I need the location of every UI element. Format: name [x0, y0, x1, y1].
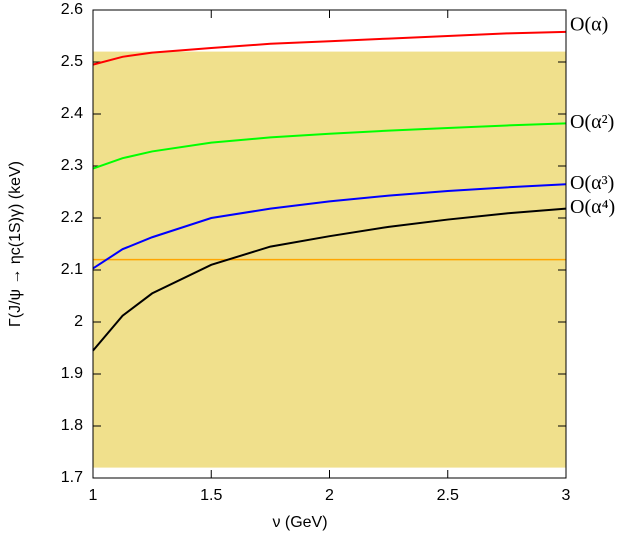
series-line: [92, 122, 567, 170]
series-label: O(α): [570, 13, 608, 35]
x-tick-label: 2: [325, 487, 334, 504]
y-axis-label: Γ(J/ψ → ηc(1S)γ) (keV): [7, 161, 24, 327]
x-tick-label: 1: [89, 487, 98, 504]
series-line: [92, 207, 567, 352]
y-tick-label: 2.2: [61, 209, 83, 226]
y-tick-label: 2.4: [61, 105, 83, 122]
series-label: O(α³): [570, 172, 614, 194]
y-tick-label: 2.6: [61, 1, 83, 18]
series-label: O(α⁴): [570, 196, 615, 218]
y-tick-label: 2: [74, 313, 83, 330]
x-tick-label: 1.5: [200, 487, 222, 504]
x-tick-label: 3: [562, 487, 571, 504]
y-tick-label: 1.9: [61, 365, 83, 382]
y-tick-label: 2.5: [61, 53, 83, 70]
series-line: [92, 30, 567, 66]
series-label: O(α²): [570, 111, 614, 133]
y-tick-label: 1.7: [61, 469, 83, 486]
y-tick-label: 2.3: [61, 157, 83, 174]
x-axis-label: ν (GeV): [272, 514, 327, 531]
x-tick-label: 2.5: [437, 487, 459, 504]
plot-frame: [92, 9, 567, 479]
y-tick-label: 1.8: [61, 417, 83, 434]
series-line: [92, 183, 567, 270]
y-tick-label: 2.1: [61, 261, 83, 278]
